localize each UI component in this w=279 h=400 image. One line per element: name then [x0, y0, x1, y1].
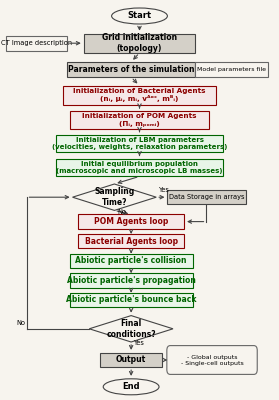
FancyBboxPatch shape [195, 62, 268, 77]
FancyBboxPatch shape [70, 111, 209, 129]
FancyBboxPatch shape [70, 273, 193, 288]
FancyBboxPatch shape [100, 353, 162, 367]
FancyBboxPatch shape [167, 190, 246, 204]
Text: Abiotic particle's collision: Abiotic particle's collision [75, 256, 187, 265]
FancyBboxPatch shape [56, 135, 223, 152]
FancyBboxPatch shape [167, 346, 257, 374]
Polygon shape [89, 316, 173, 342]
Text: Yes: Yes [158, 186, 169, 192]
FancyBboxPatch shape [70, 254, 193, 268]
Text: Initialization of Bacterial Agents
(nᵢ, μᵢ, mᵢ, vᴬᵒᶜ, mᴮᵢ): Initialization of Bacterial Agents (nᵢ, … [73, 88, 206, 102]
Text: Yes: Yes [134, 340, 145, 346]
FancyBboxPatch shape [56, 159, 223, 176]
Polygon shape [73, 184, 156, 210]
Ellipse shape [103, 379, 159, 395]
Text: - Global outputs
- Single-cell outputs: - Global outputs - Single-cell outputs [181, 354, 243, 366]
Text: Parameters of the simulation: Parameters of the simulation [68, 65, 194, 74]
Text: POM Agents loop: POM Agents loop [94, 217, 168, 226]
Text: Model parameters file: Model parameters file [197, 67, 266, 72]
Text: Abiotic particle's propagation: Abiotic particle's propagation [67, 276, 196, 285]
Ellipse shape [112, 8, 167, 24]
Text: Output: Output [116, 356, 146, 364]
Text: Grid initialization
(topology): Grid initialization (topology) [102, 33, 177, 53]
Text: No: No [16, 320, 25, 326]
FancyBboxPatch shape [63, 86, 216, 105]
Text: Bacterial Agents loop: Bacterial Agents loop [85, 237, 178, 246]
Text: Initialization of LBM parameters
(velocities, weights, relaxation parameters): Initialization of LBM parameters (veloci… [52, 137, 227, 150]
Text: Initial equilibrium population
(macroscopic and microscopic LB masses): Initial equilibrium population (macrosco… [56, 161, 223, 174]
Text: No: No [117, 209, 126, 214]
Text: CT Image description: CT Image description [1, 40, 72, 46]
Text: Start: Start [128, 12, 151, 20]
FancyBboxPatch shape [70, 293, 193, 307]
Text: Sampling
Time?: Sampling Time? [94, 187, 134, 207]
Text: Initialization of POM Agents
(Πᵢ, mₚₒₘᵢ): Initialization of POM Agents (Πᵢ, mₚₒₘᵢ) [82, 113, 197, 127]
FancyBboxPatch shape [78, 234, 184, 248]
Text: Final
conditions?: Final conditions? [106, 319, 156, 339]
Text: End: End [122, 382, 140, 391]
FancyBboxPatch shape [67, 62, 195, 77]
Text: Data Storage in arrays: Data Storage in arrays [169, 194, 244, 200]
FancyBboxPatch shape [84, 34, 195, 53]
Text: Abiotic particle's bounce back: Abiotic particle's bounce back [66, 296, 196, 304]
FancyBboxPatch shape [78, 214, 184, 229]
FancyBboxPatch shape [6, 36, 67, 51]
